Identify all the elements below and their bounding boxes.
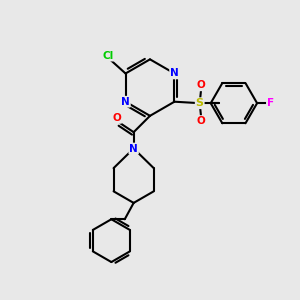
Text: F: F [267,98,274,108]
Text: Cl: Cl [102,51,113,61]
Text: N: N [121,97,130,107]
Text: S: S [196,98,204,108]
Text: N: N [129,143,138,154]
Text: O: O [197,116,206,126]
Text: O: O [197,80,206,90]
Text: N: N [170,68,179,79]
Text: O: O [112,113,121,123]
